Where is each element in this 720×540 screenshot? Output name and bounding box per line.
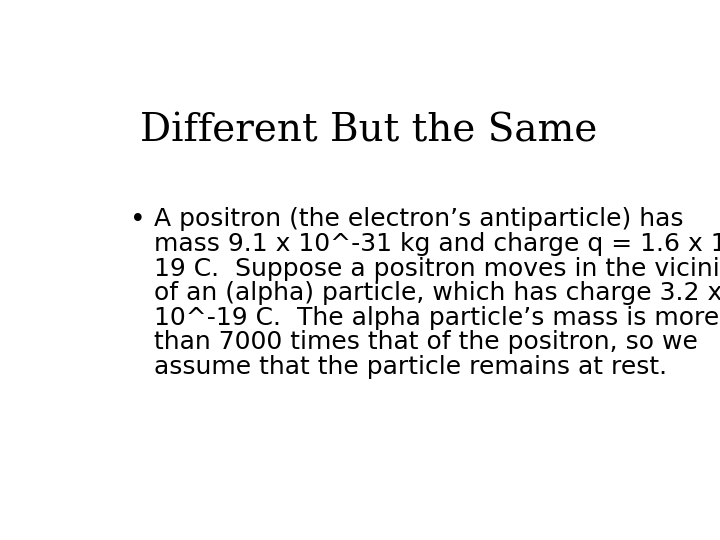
Text: Different But the Same: Different But the Same [140,112,598,150]
Text: of an (alpha) particle, which has charge 3.2 x: of an (alpha) particle, which has charge… [153,281,720,305]
Text: •: • [130,207,146,233]
Text: assume that the particle remains at rest.: assume that the particle remains at rest… [153,355,667,379]
Text: A positron (the electron’s antiparticle) has: A positron (the electron’s antiparticle)… [153,207,683,231]
Text: 10^-19 C.  The alpha particle’s mass is more: 10^-19 C. The alpha particle’s mass is m… [153,306,719,330]
Text: 19 C.  Suppose a positron moves in the vicinity: 19 C. Suppose a positron moves in the vi… [153,256,720,281]
Text: than 7000 times that of the positron, so we: than 7000 times that of the positron, so… [153,330,698,354]
Text: mass 9.1 x 10^-31 kg and charge q = 1.6 x 10^-: mass 9.1 x 10^-31 kg and charge q = 1.6 … [153,232,720,256]
